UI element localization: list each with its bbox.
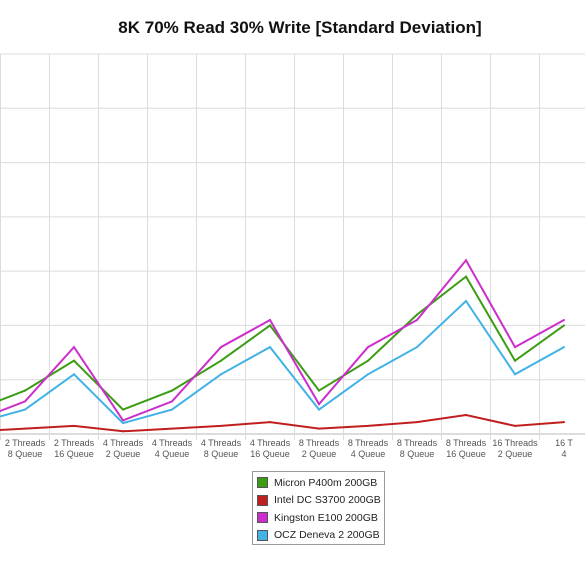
data-point-1-4 [171, 427, 173, 430]
data-point-1-11 [514, 424, 516, 427]
legend-item-0: Micron P400m 200GB [257, 474, 384, 492]
legend: Micron P400m 200GB Intel DC S3700 200GB Ki… [252, 471, 385, 545]
x-tick-label-1-1: 8 Queue [8, 449, 43, 459]
x-tick-label-4-0: 4 Threads [152, 438, 193, 448]
x-tick-label-12-1: 4 [561, 449, 566, 459]
x-tick-label-2-0: 2 Threads [54, 438, 95, 448]
data-point-0-10 [465, 275, 467, 278]
data-point-3-2 [73, 373, 75, 376]
data-point-3-1 [24, 408, 26, 411]
data-point-2-9 [416, 319, 418, 321]
data-point-1-2 [73, 424, 75, 427]
data-point-3-8 [367, 373, 369, 376]
data-point-1-8 [367, 424, 369, 427]
x-tick-label-8-0: 8 Threads [348, 438, 389, 448]
data-point-0-4 [171, 389, 173, 392]
data-point-0-3 [122, 408, 124, 411]
x-tick-label-8-1: 4 Queue [351, 449, 386, 459]
x-tick-label-1-0: 2 Threads [5, 438, 46, 448]
x-tick-label-5-1: 8 Queue [204, 449, 239, 459]
x-tick-label-12-0: 16 T [555, 438, 573, 448]
x-tick-label-9-1: 8 Queue [400, 449, 435, 459]
legend-swatch-3 [257, 529, 268, 541]
x-tick-label-9-0: 8 Threads [397, 438, 438, 448]
legend-swatch-1 [257, 494, 268, 506]
data-point-0-9 [416, 313, 418, 316]
legend-item-2: Kingston E100 200GB [257, 509, 384, 527]
legend-swatch-2 [257, 512, 268, 524]
x-tick-label-11-0: 16 Threads [492, 438, 538, 448]
data-point-3-10 [465, 300, 467, 302]
legend-label-1: Intel DC S3700 200GB [274, 494, 381, 507]
legend-item-3: OCZ Deneva 2 200GB [257, 527, 384, 545]
x-tick-label-6-0: 4 Threads [250, 438, 291, 448]
data-point-0-6 [269, 324, 271, 327]
data-point-0-11 [514, 359, 516, 362]
data-point-1-10 [465, 414, 467, 416]
data-point-3-11 [514, 373, 516, 376]
x-tick-label-3-0: 4 Threads [103, 438, 144, 448]
grid-lines [0, 53, 585, 440]
x-tick-label-10-1: 16 Queue [446, 449, 486, 459]
data-point-2-8 [367, 346, 369, 349]
data-point-3-12 [563, 346, 565, 349]
x-tick-label-6-1: 16 Queue [250, 449, 290, 459]
data-point-1-1 [24, 427, 26, 430]
x-tick-label-7-0: 8 Threads [299, 438, 340, 448]
data-point-0-5 [220, 359, 222, 362]
data-point-1-9 [416, 421, 418, 424]
data-point-0-1 [24, 389, 26, 392]
data-point-3-6 [269, 346, 271, 349]
data-point-2-10 [465, 259, 467, 262]
data-point-2-2 [73, 346, 75, 349]
data-point-3-4 [171, 408, 173, 411]
series-line-2 [0, 258, 565, 422]
data-point-0-7 [318, 389, 320, 392]
data-point-3-3 [122, 422, 124, 425]
data-point-2-7 [318, 403, 320, 406]
data-point-0-8 [367, 359, 369, 362]
data-point-1-5 [220, 424, 222, 427]
x-tick-label-3-1: 2 Queue [106, 449, 141, 459]
data-point-1-12 [563, 421, 565, 424]
x-tick-label-10-0: 8 Threads [446, 438, 487, 448]
legend-label-0: Micron P400m 200GB [274, 476, 378, 489]
x-tick-label-11-1: 2 Queue [498, 449, 533, 459]
data-point-1-3 [122, 430, 124, 433]
x-tick-label-2-1: 16 Queue [54, 449, 94, 459]
data-point-2-6 [269, 319, 271, 321]
series-lines [0, 258, 565, 433]
data-point-2-11 [514, 346, 516, 349]
data-point-1-7 [318, 427, 320, 430]
x-tick-label-4-1: 4 Queue [155, 449, 190, 459]
data-point-2-3 [122, 419, 124, 422]
legend-item-1: Intel DC S3700 200GB [257, 492, 384, 510]
series-line-0 [0, 275, 565, 411]
data-point-1-6 [269, 421, 271, 424]
legend-label-2: Kingston E100 200GB [274, 511, 378, 524]
data-point-0-12 [563, 324, 565, 327]
data-point-2-1 [24, 400, 26, 403]
data-point-0-2 [73, 359, 75, 362]
chart-title: 8K 70% Read 30% Write [Standard Deviatio… [118, 18, 482, 37]
x-tick-label-5-0: 4 Threads [201, 438, 242, 448]
data-point-2-5 [220, 346, 222, 349]
legend-label-3: OCZ Deneva 2 200GB [274, 529, 380, 542]
data-point-2-12 [563, 319, 565, 321]
legend-swatch-0 [257, 477, 268, 489]
data-point-3-7 [318, 408, 320, 411]
data-point-3-9 [416, 346, 418, 349]
data-point-3-5 [220, 373, 222, 376]
x-tick-label-7-1: 2 Queue [302, 449, 337, 459]
series-line-1 [0, 413, 565, 433]
data-point-2-4 [171, 400, 173, 403]
